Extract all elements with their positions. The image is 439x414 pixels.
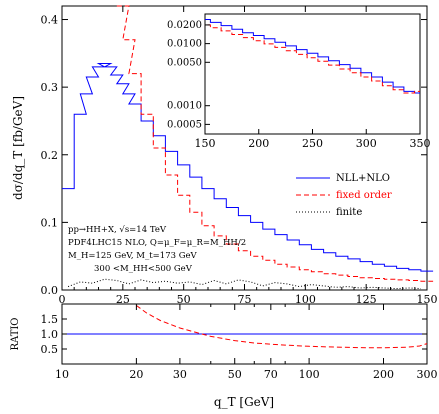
ratio-x-tick-label: 70 bbox=[264, 368, 278, 381]
legend-label-nll-nlo: NLL+NLO bbox=[336, 173, 390, 184]
series-line-inset-nll-nlo bbox=[205, 19, 420, 94]
inset-x-tick-label: 300 bbox=[356, 137, 377, 150]
ratio-ticks-group: 10 20 30 50 70 100 200 300 0.5 1.0 1.5 bbox=[41, 303, 438, 381]
legend: NLL+NLO fixed order finite bbox=[296, 173, 392, 218]
main-x-tick-label: 125 bbox=[356, 293, 377, 306]
ratio-x-tick-label: 30 bbox=[173, 368, 187, 381]
main-y-tick-label: 0.2 bbox=[41, 149, 59, 162]
main-x-tick-label: 150 bbox=[417, 293, 438, 306]
annotation-process: pp→HH+X, √s=14 TeV bbox=[68, 225, 167, 235]
legend-label-fixed-order: fixed order bbox=[336, 190, 392, 201]
ratio-y-tick-label: 1.0 bbox=[41, 328, 59, 341]
legend-label-finite: finite bbox=[336, 207, 362, 218]
ratio-x-tick-label: 10 bbox=[55, 368, 69, 381]
inset-x-tick-label: 350 bbox=[410, 137, 431, 150]
series-line-ratio-fixed-order bbox=[136, 305, 428, 349]
annotation-mhh-range: 300 <M_HH<500 GeV bbox=[94, 264, 193, 274]
main-x-tick-label: 75 bbox=[238, 293, 252, 306]
ratio-y-tick-label: 1.5 bbox=[41, 313, 59, 326]
ratio-x-tick-label: 300 bbox=[417, 368, 438, 381]
inset-y-tick-label: 0.0100 bbox=[167, 39, 202, 50]
main-series-group bbox=[62, 5, 434, 290]
inset-x-tick-label: 250 bbox=[302, 137, 323, 150]
annotation-pdf-scale: PDF4LHC15 NLO, Q=μ_F=μ_R=M_HH/2 bbox=[68, 238, 246, 248]
main-y-tick-label: 0.4 bbox=[41, 14, 59, 27]
main-y-axis-title: dσ/dq_T [fb/GeV] bbox=[11, 96, 25, 200]
ratio-y-tick-label: 0.5 bbox=[41, 343, 59, 356]
ratio-x-axis-title: q_T [GeV] bbox=[214, 395, 274, 409]
inset-x-tick-label: 150 bbox=[195, 137, 216, 150]
main-ticks-group: 0 25 50 75 100 125 150 0.0 0.1 0.2 0.3 0.4 bbox=[41, 6, 438, 306]
main-x-tick-label: 100 bbox=[295, 293, 316, 306]
main-y-tick-label: 0.0 bbox=[41, 284, 59, 297]
ratio-y-axis-title: RATIO bbox=[10, 317, 21, 350]
inset-series-group bbox=[205, 19, 420, 94]
inset-y-tick-label: 0.0010 bbox=[167, 101, 202, 112]
annotation-masses: M_H=125 GeV, M_t=173 GeV bbox=[68, 251, 198, 261]
inset-y-tick-label: 0.0005 bbox=[167, 119, 202, 130]
ratio-x-tick-label: 50 bbox=[228, 368, 242, 381]
main-y-tick-label: 0.1 bbox=[41, 216, 59, 229]
inset-y-tick-label: 0.0200 bbox=[167, 20, 202, 31]
inset-plot-frame bbox=[204, 13, 421, 135]
main-x-tick-label: 0 bbox=[59, 293, 66, 306]
annotations: pp→HH+X, √s=14 TeV PDF4LHC15 NLO, Q=μ_F=… bbox=[68, 225, 246, 274]
series-line-main-nll-nlo bbox=[62, 63, 434, 272]
series-line-main-finite bbox=[67, 278, 421, 290]
ratio-x-tick-label: 200 bbox=[373, 368, 394, 381]
main-x-tick-label: 50 bbox=[177, 293, 191, 306]
series-line-inset-fixed-order bbox=[205, 24, 420, 94]
main-x-tick-label: 25 bbox=[116, 293, 130, 306]
ratio-series-group bbox=[62, 305, 428, 349]
inset-y-tick-label: 0.0050 bbox=[167, 57, 202, 68]
series-line-main-fixed-order bbox=[116, 5, 434, 282]
ratio-x-tick-label: 100 bbox=[299, 368, 320, 381]
main-y-tick-label: 0.3 bbox=[41, 81, 59, 94]
inset-x-tick-label: 200 bbox=[248, 137, 269, 150]
inset-ticks-group: 150 200 250 300 350 0.0005 0.0010 0.0050 0.0100 0… bbox=[167, 20, 431, 150]
ratio-x-tick-label: 20 bbox=[129, 368, 143, 381]
